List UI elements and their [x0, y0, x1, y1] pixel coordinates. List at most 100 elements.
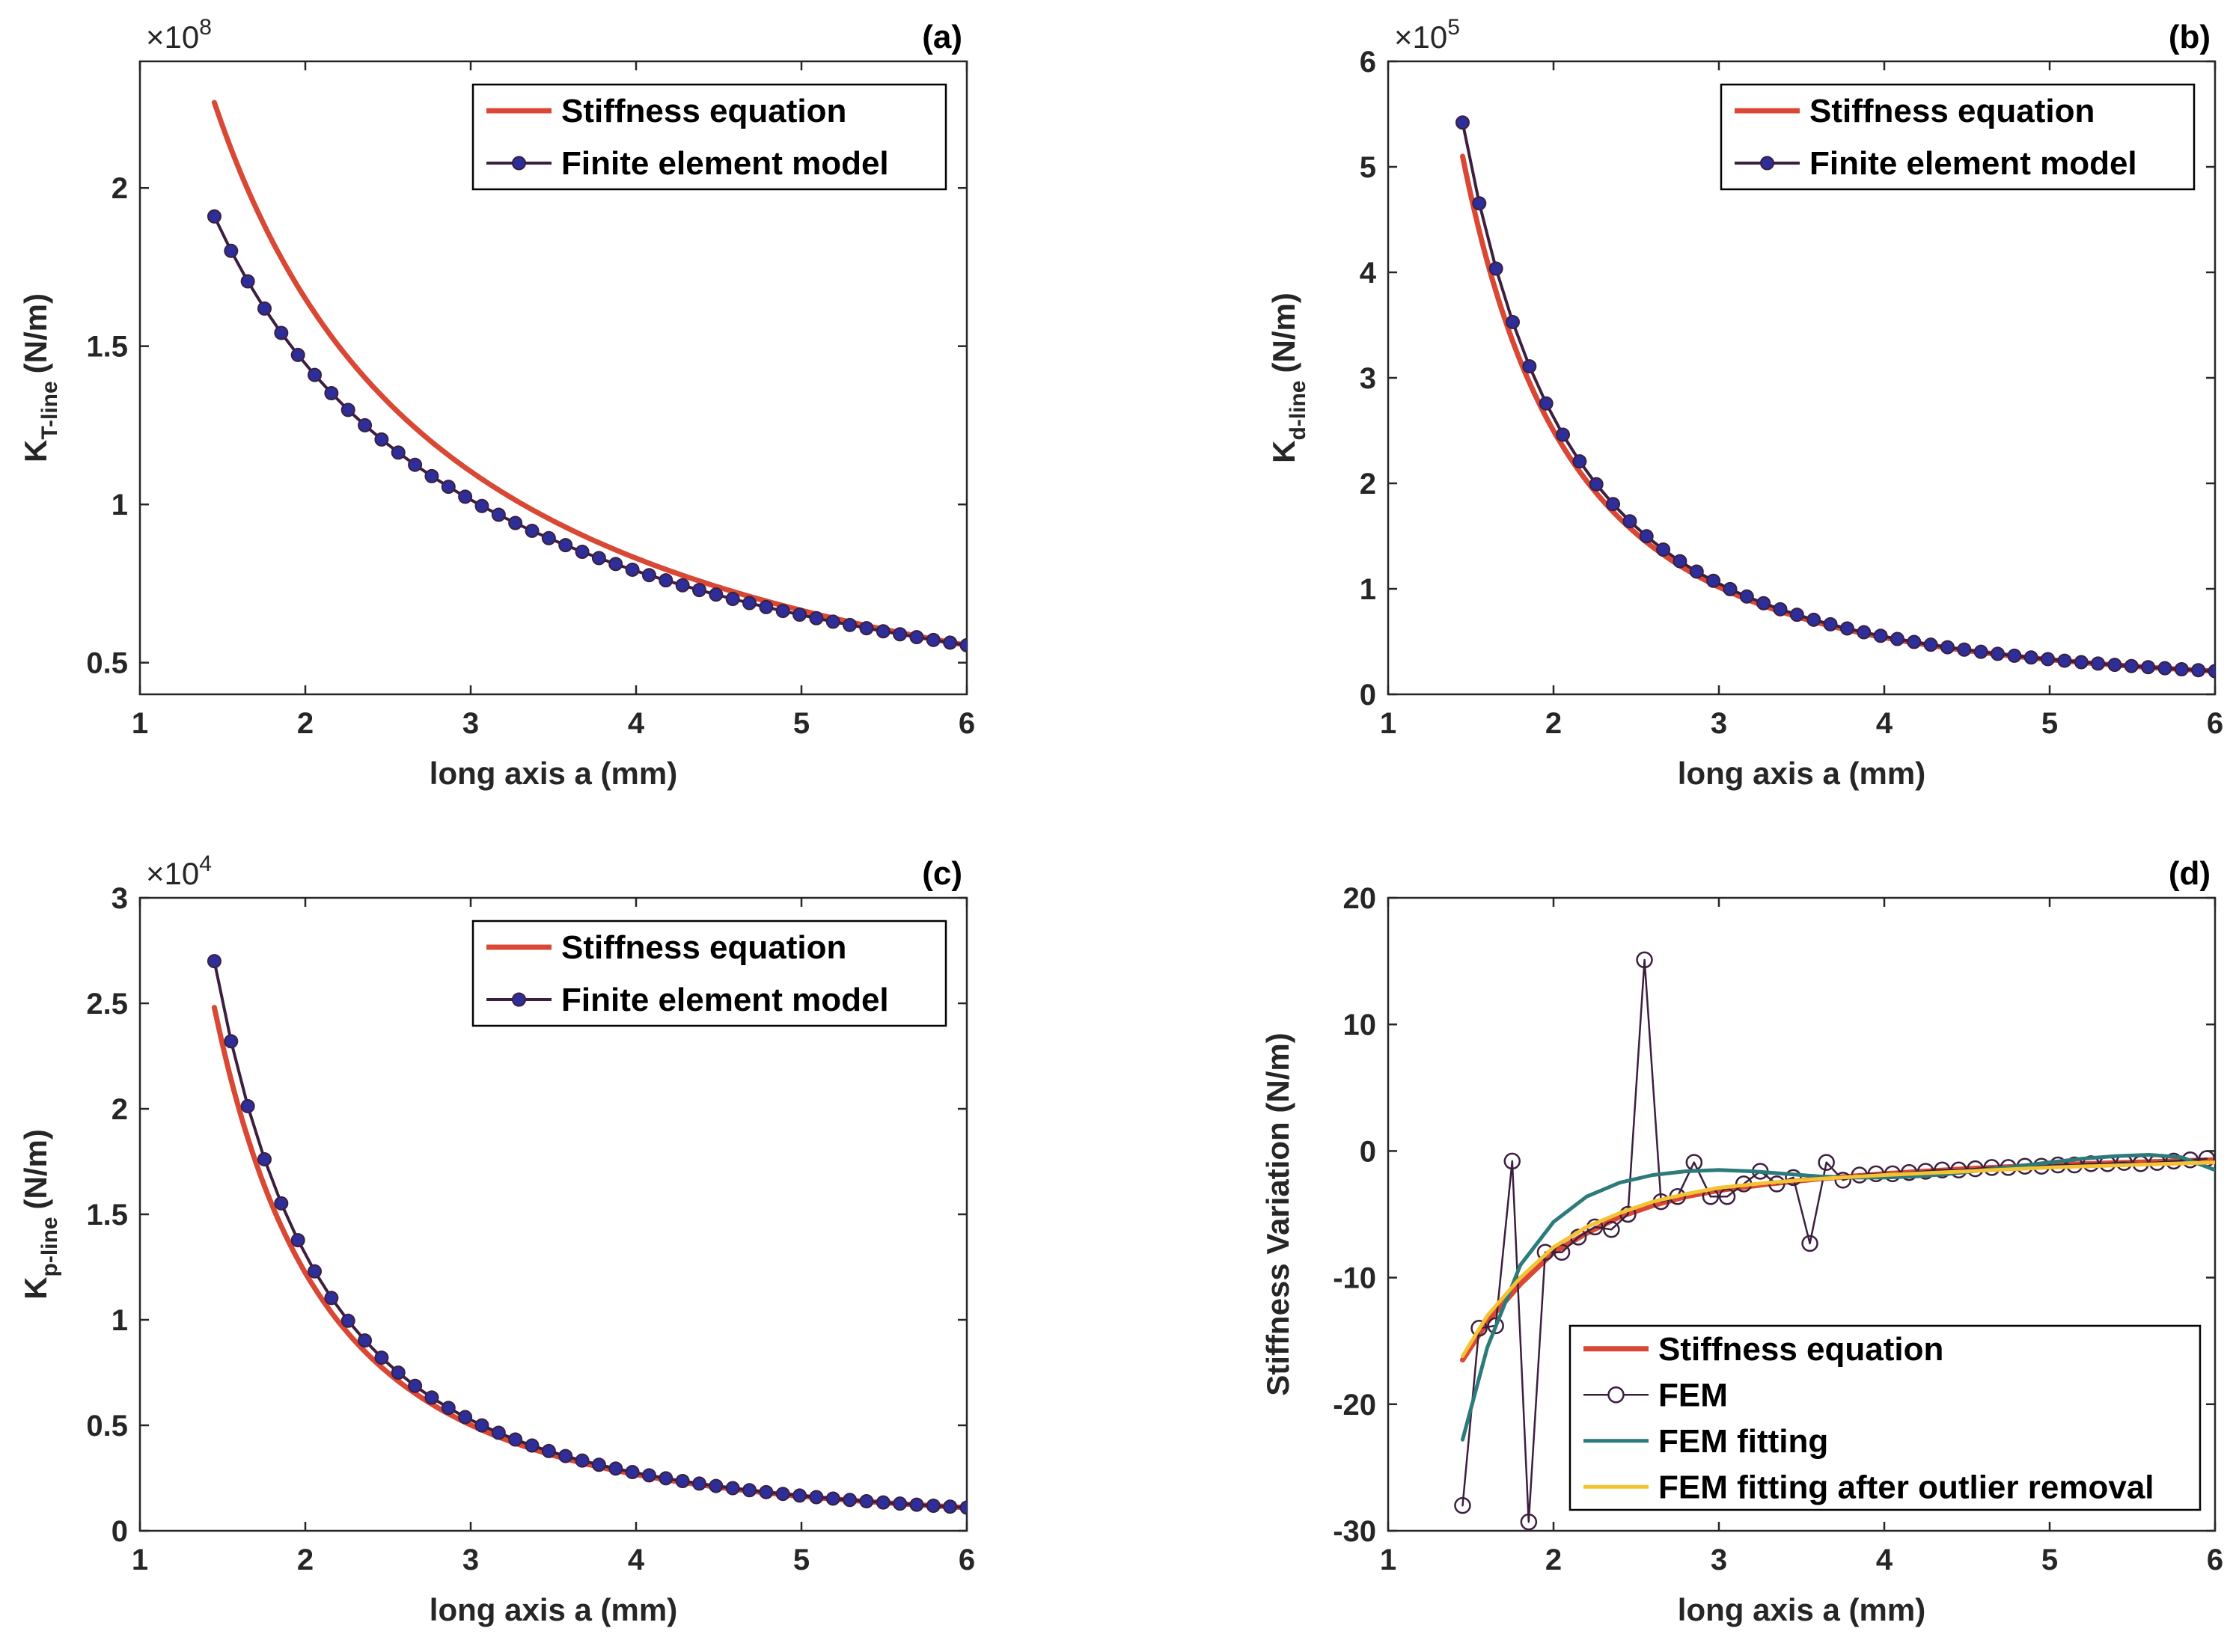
data-point-marker: [926, 632, 941, 647]
legend-frame: [1720, 83, 2196, 191]
data-point-marker: [959, 1500, 967, 1515]
data-point-marker: [2074, 655, 2089, 670]
legend-entry-label: Finite element model: [561, 145, 889, 182]
data-point-marker: [224, 243, 239, 258]
x-tick-label: 4: [1876, 1544, 1893, 1576]
data-point-marker: [240, 274, 255, 289]
data-point-marker: [2041, 652, 2056, 667]
x-tick-label: 2: [1545, 707, 1562, 740]
legend-entry-label: Stiffness equation: [1809, 93, 2095, 129]
data-point-marker: [2023, 650, 2038, 665]
y-axis-label-main: K: [1266, 440, 1301, 462]
data-point-marker: [1505, 314, 1520, 329]
data-point-marker: [1689, 564, 1704, 579]
data-point-marker: [742, 1483, 757, 1498]
data-point-marker: [374, 432, 389, 447]
data-point-marker: [792, 608, 807, 622]
data-point-marker: [1907, 634, 1922, 649]
y-tick-label: 0: [1360, 679, 1376, 712]
exponent-base: ×10: [146, 19, 199, 55]
data-point-marker: [775, 604, 790, 619]
data-point-marker: [625, 1465, 640, 1480]
panel-letter: (b): [2169, 19, 2211, 55]
exponent-base: ×10: [146, 856, 199, 891]
data-point-marker: [1923, 637, 1938, 652]
x-tick-label: 3: [462, 707, 479, 740]
y-tick-label: 20: [1343, 882, 1377, 915]
data-point-marker: [2124, 658, 2139, 673]
data-point-marker: [1539, 396, 1554, 411]
data-point-marker: [358, 417, 373, 432]
data-point-marker: [1839, 621, 1854, 636]
data-point-marker: [909, 630, 924, 645]
data-point-marker: [926, 1498, 941, 1513]
panel-letter: (a): [922, 19, 962, 55]
data-point-marker: [625, 562, 640, 577]
y-tick-label: -30: [1333, 1515, 1376, 1548]
y-tick-label: -20: [1333, 1389, 1376, 1422]
x-tick-label: 3: [1711, 1544, 1727, 1576]
data-point-marker: [1639, 529, 1654, 544]
data-point-marker: [1673, 554, 1687, 569]
y-tick-label: 1.5: [86, 1199, 128, 1232]
data-point-marker: [1806, 612, 1821, 627]
data-point-marker: [1834, 1172, 1851, 1189]
data-point-marker: [1553, 1243, 1571, 1261]
data-point-marker: [792, 1488, 807, 1503]
x-tick-label: 5: [793, 707, 810, 740]
data-point-marker: [508, 1432, 523, 1447]
data-point-marker: [308, 367, 323, 382]
data-point-marker: [257, 1151, 272, 1166]
x-tick-label: 5: [793, 1544, 810, 1576]
x-tick-label: 3: [1711, 707, 1727, 740]
x-axis-label: long axis a (mm): [430, 1592, 677, 1627]
data-point-marker: [207, 209, 222, 224]
x-tick-label: 4: [628, 1544, 645, 1576]
series-line-finite-element-model: [213, 215, 967, 647]
y-axis-label: Kd-line (N/m): [1266, 293, 1310, 463]
y-tick-label: -10: [1333, 1262, 1376, 1295]
y-tick-label: 2: [112, 1093, 128, 1126]
y-tick-label: 0: [1360, 1135, 1376, 1168]
data-point-marker: [458, 1410, 473, 1425]
data-point-marker: [474, 498, 489, 513]
data-point-marker: [1973, 644, 1988, 659]
legend-entry-label: FEM: [1658, 1377, 1728, 1413]
data-point-marker: [959, 637, 967, 652]
data-point-marker: [2157, 661, 2172, 676]
legend-swatch-marker: [1760, 156, 1774, 171]
data-point-marker: [1823, 617, 1838, 631]
y-tick-label: 10: [1343, 1009, 1377, 1041]
chart-panel-3: 1 2 3 4 5 6 0 0.5 1 1.5 2 2.5 3 long axis a (mm) Kp-li…: [18, 851, 975, 1627]
x-tick-label: 1: [1380, 707, 1396, 740]
legend-swatch-marker: [1607, 1386, 1625, 1404]
data-point-marker: [859, 1494, 874, 1509]
axis-exponent-multiplier: ×104: [146, 851, 212, 891]
y-tick-label: 1.5: [86, 331, 128, 364]
data-point-marker: [1934, 1161, 1951, 1179]
x-tick-label: 1: [1380, 1544, 1396, 1576]
data-point-marker: [591, 551, 606, 566]
x-axis-label: long axis a (mm): [1678, 756, 1925, 791]
data-point-marker: [1470, 1320, 1488, 1337]
data-point-marker: [391, 445, 406, 460]
data-point-marker: [508, 516, 523, 530]
legend-entry-label: Stiffness equation: [561, 929, 846, 966]
data-point-marker: [391, 1365, 406, 1380]
data-point-marker: [2174, 661, 2189, 676]
y-axis-label-subscript: p-line: [37, 1217, 62, 1276]
data-point-marker: [1656, 542, 1671, 557]
series-line-finite-element-model: [1461, 120, 2215, 673]
data-point-marker: [1472, 196, 1487, 211]
plot-series-group: [1454, 951, 2215, 1531]
data-point-marker: [207, 954, 222, 969]
data-point-marker: [809, 1490, 824, 1505]
data-point-marker: [1957, 642, 1972, 657]
legend-frame: [471, 920, 947, 1027]
y-tick-label: 2: [1360, 468, 1376, 501]
x-tick-label: 6: [2207, 1544, 2223, 1576]
data-point-marker: [2107, 658, 2122, 673]
data-point-marker: [340, 403, 355, 417]
data-point-marker: [558, 1448, 573, 1463]
